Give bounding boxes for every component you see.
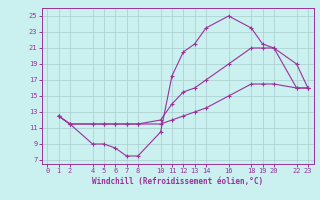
X-axis label: Windchill (Refroidissement éolien,°C): Windchill (Refroidissement éolien,°C) (92, 177, 263, 186)
